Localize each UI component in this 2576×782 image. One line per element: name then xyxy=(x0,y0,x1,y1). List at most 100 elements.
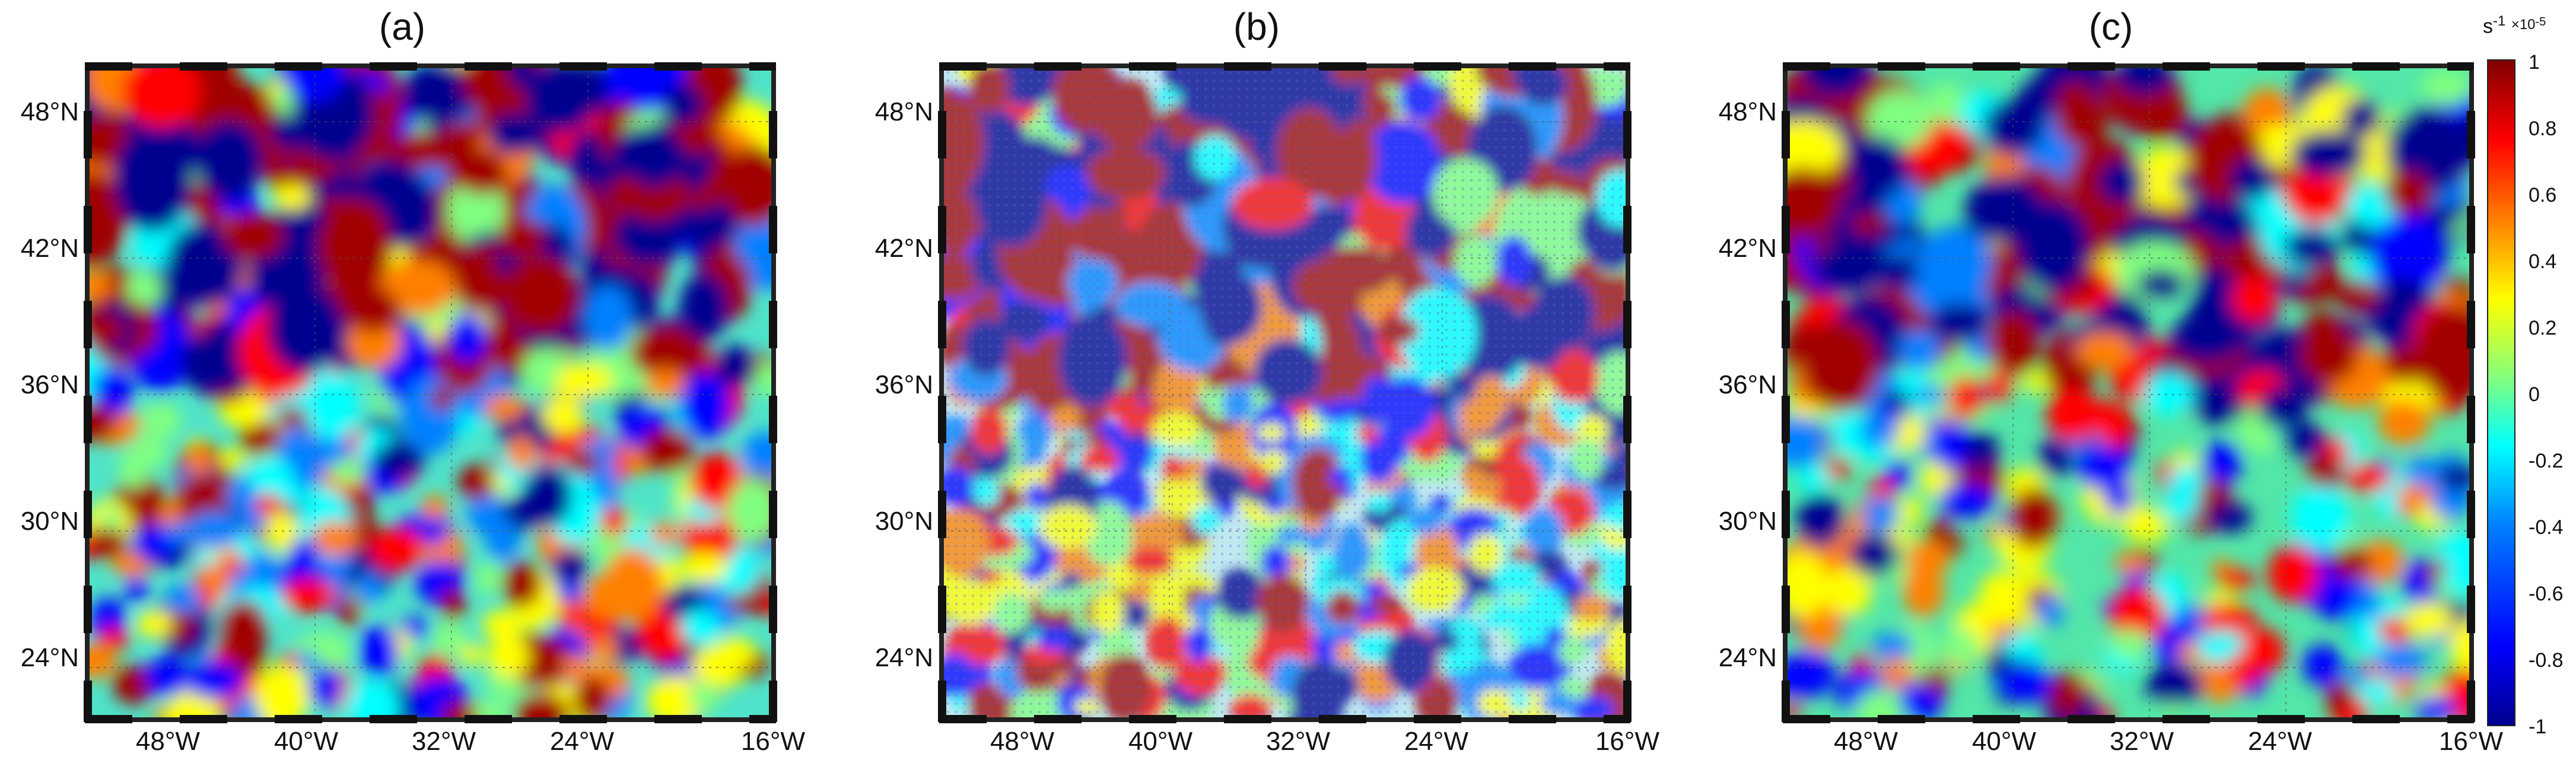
colorbar-tick-label: -0.6 xyxy=(2529,583,2564,605)
lat-tick-label: 36°N xyxy=(1718,370,1777,399)
vorticity-blob xyxy=(2358,679,2396,705)
vorticity-blob xyxy=(519,636,573,688)
vorticity-blob xyxy=(370,526,424,572)
vorticity-blob xyxy=(1848,533,1899,576)
vorticity-blob xyxy=(2377,616,2414,644)
lon-tick-label: 32°W xyxy=(411,727,476,756)
vorticity-blob xyxy=(195,120,263,200)
vorticity-blob xyxy=(1825,459,1850,479)
vorticity-blob xyxy=(1850,212,1887,236)
vorticity-blob xyxy=(2257,386,2307,430)
panel-title-b: (b) xyxy=(1233,5,1280,48)
vorticity-blob xyxy=(281,578,335,613)
colorbar-tick-label: 0.4 xyxy=(2529,250,2557,273)
vorticity-blob xyxy=(165,583,202,617)
vorticity-blob xyxy=(728,479,771,542)
vorticity-blob xyxy=(129,436,168,469)
vorticity-blob xyxy=(474,562,503,595)
vorticity-blob xyxy=(2022,372,2050,392)
vorticity-blob xyxy=(690,452,745,509)
vorticity-blob xyxy=(317,198,393,294)
vorticity-blob xyxy=(141,401,181,439)
lon-tick-label: 48°W xyxy=(1833,727,1898,756)
vorticity-blob xyxy=(603,548,663,622)
vorticity-blob xyxy=(2169,465,2203,500)
vorticity-blob xyxy=(2375,644,2427,678)
vorticity-blob xyxy=(166,222,244,307)
vorticity-blob xyxy=(584,285,632,351)
vorticity-blob xyxy=(272,184,311,210)
vorticity-blob xyxy=(2291,485,2350,550)
vorticity-blob xyxy=(2229,157,2275,201)
lat-tick-label: 30°N xyxy=(1718,507,1777,536)
vorticity-blob xyxy=(1906,540,1950,577)
vorticity-blob xyxy=(1903,562,1944,618)
vorticity-blob xyxy=(2284,228,2339,266)
vorticity-blob xyxy=(1788,167,1840,238)
vorticity-blob xyxy=(2405,602,2453,638)
vorticity-blob xyxy=(348,681,400,717)
vorticity-blob xyxy=(2098,159,2145,204)
vorticity-blob xyxy=(1927,82,1964,123)
vorticity-blob xyxy=(90,526,126,558)
vorticity-blob xyxy=(430,387,454,411)
vorticity-blob xyxy=(282,68,345,103)
vorticity-blob xyxy=(93,367,133,418)
vorticity-blob xyxy=(2203,441,2242,484)
vorticity-blob xyxy=(590,635,619,661)
vorticity-blob xyxy=(186,444,211,474)
vorticity-blob xyxy=(1814,242,1878,293)
vorticity-blob xyxy=(2214,199,2250,246)
vorticity-blob xyxy=(306,434,352,468)
vorticity-blob xyxy=(2415,695,2457,717)
vorticity-blob xyxy=(218,599,268,654)
lon-tick-label: 16°W xyxy=(2438,727,2504,756)
vorticity-blob xyxy=(542,398,584,434)
vorticity-blob xyxy=(2075,331,2135,368)
vorticity-blob xyxy=(402,68,479,123)
colorbar xyxy=(2487,59,2515,726)
vorticity-blob xyxy=(525,68,597,133)
vorticity-blob xyxy=(222,212,284,259)
lat-tick-label: 30°N xyxy=(20,507,79,536)
vorticity-blob xyxy=(198,564,232,592)
lat-tick-label: 36°N xyxy=(20,370,79,399)
vorticity-blob xyxy=(474,700,512,717)
lon-tick-label: 32°W xyxy=(2109,727,2174,756)
vorticity-blob xyxy=(113,125,193,233)
vorticity-blob xyxy=(2341,98,2380,138)
vorticity-blob xyxy=(2003,633,2038,660)
vorticity-blob xyxy=(484,395,524,421)
vorticity-blob xyxy=(135,610,177,638)
vorticity-blob xyxy=(1987,310,2040,376)
vorticity-blob xyxy=(311,521,358,556)
vorticity-blob xyxy=(1965,431,1998,472)
colorbar-tick-label: -0.4 xyxy=(2529,516,2564,539)
vorticity-blob xyxy=(1788,704,1802,717)
vorticity-blob xyxy=(503,561,542,608)
vorticity-blob xyxy=(1871,632,1914,659)
lat-tick-label: 48°N xyxy=(874,97,933,126)
vorticity-blob xyxy=(2208,501,2252,533)
lat-tick-label: 30°N xyxy=(874,507,933,536)
colorbar-scale-exp: -5 xyxy=(2535,15,2546,28)
vorticity-blob xyxy=(507,435,536,471)
vorticity-blob xyxy=(1938,483,1995,518)
vorticity-field-b xyxy=(944,68,1626,717)
vorticity-blob xyxy=(680,552,728,583)
vorticity-blob xyxy=(2290,130,2367,178)
vorticity-blob xyxy=(421,517,447,546)
vorticity-blob xyxy=(355,573,383,606)
vorticity-blob xyxy=(714,637,756,669)
lat-tick-label: 48°N xyxy=(20,97,79,126)
vorticity-blob xyxy=(523,464,572,527)
vorticity-blob xyxy=(90,314,126,345)
panel-title-c: (c) xyxy=(2088,5,2133,48)
vorticity-blob xyxy=(663,83,704,125)
vorticity-blob xyxy=(2444,557,2469,596)
vorticity-blob xyxy=(461,68,510,107)
vorticity-blob xyxy=(1916,227,1992,301)
vorticity-blob xyxy=(1927,517,1951,541)
vorticity-blob xyxy=(1859,695,1892,717)
vorticity-blob xyxy=(2267,546,2319,603)
